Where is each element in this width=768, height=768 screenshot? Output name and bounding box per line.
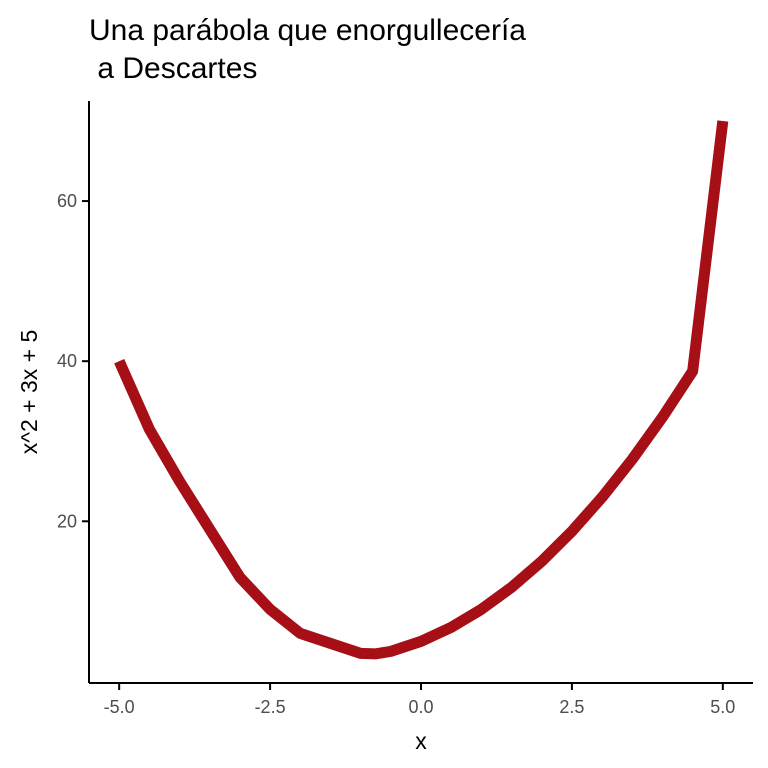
x-axis-title: x bbox=[415, 728, 427, 754]
y-tick-label: 40 bbox=[57, 351, 77, 371]
x-tick-label: 0.0 bbox=[408, 697, 433, 717]
plot-area bbox=[114, 120, 729, 660]
x-tick-label: -5.0 bbox=[104, 697, 135, 717]
y-tick-label: 60 bbox=[57, 191, 77, 211]
y-tick-label: 20 bbox=[57, 511, 77, 531]
chart-title-line-1: Una parábola que enorgullecería bbox=[89, 14, 526, 47]
x-tick-label: 2.5 bbox=[559, 697, 584, 717]
y-axis-ticks: 20 40 60 bbox=[57, 191, 89, 531]
x-tick-label: 5.0 bbox=[710, 697, 735, 717]
chart-title-line-2: a Descartes bbox=[89, 52, 257, 85]
series-line bbox=[114, 120, 729, 660]
y-axis-title: x^2 + 3x + 5 bbox=[16, 330, 42, 455]
x-tick-label: -2.5 bbox=[255, 697, 286, 717]
x-axis-ticks: -5.0 -2.5 0.0 2.5 5.0 bbox=[104, 683, 735, 717]
